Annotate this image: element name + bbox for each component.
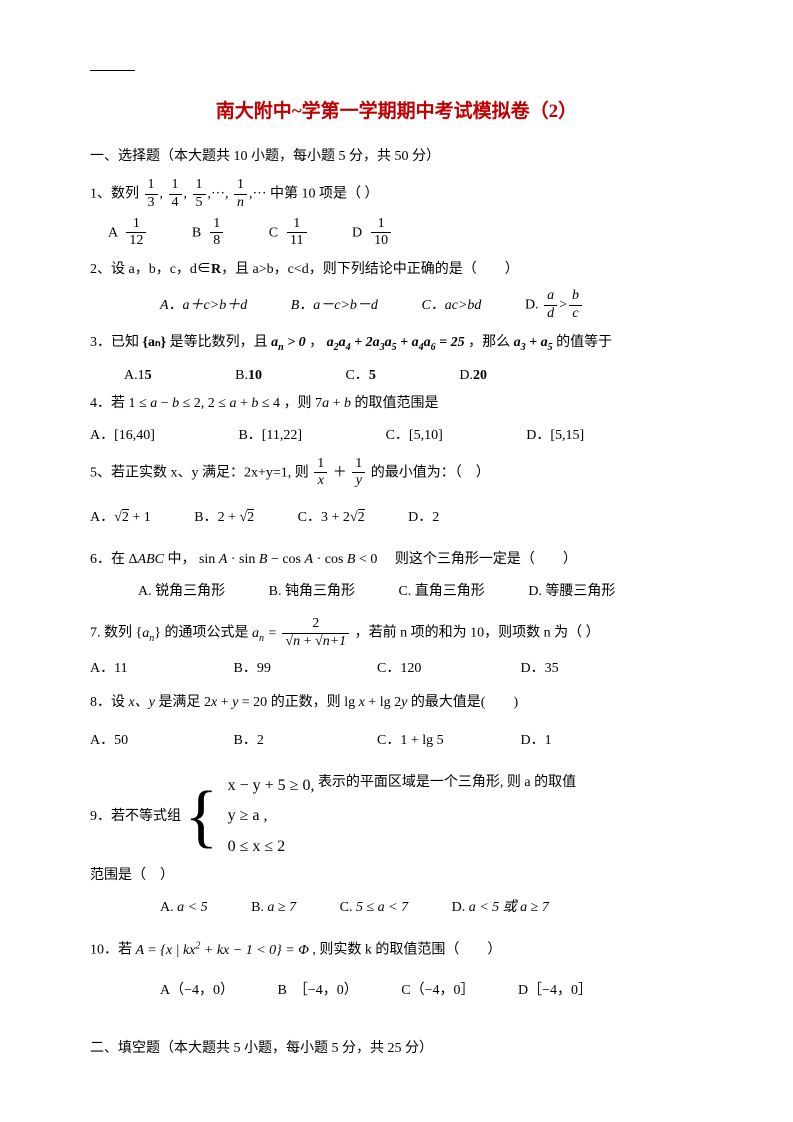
section1-header: 一、选择题（本大题共 10 小题，每小题 5 分，共 50 分） <box>90 143 703 171</box>
q1-optB: B 18 <box>192 216 225 251</box>
q3-optC: C．5 <box>345 362 375 390</box>
q3-options: A.15 B.10 C．5 D.20 <box>90 362 703 390</box>
q1-options: A 112 B 18 C 111 D 110 <box>90 216 703 251</box>
q2-optC: C．ac>bd <box>421 292 481 320</box>
question-4: 4．若 1 ≤ a − b ≤ 2, 2 ≤ a + b ≤ 4 ，则 7a +… <box>90 390 703 418</box>
q9-optA: A. a < 5 <box>160 894 208 922</box>
q6-optA: A. 锐角三角形 <box>138 578 225 606</box>
q4-optD: D．[5,15] <box>526 422 584 450</box>
q3-optA: A.15 <box>124 362 152 390</box>
q2-optD: D. ad>bc <box>525 288 584 323</box>
q6-optB: B. 钝角三角形 <box>269 578 355 606</box>
question-2: 2、设 a，b，c，d∈R，且 a>b，c<d，则下列结论中正确的是（ ） <box>90 256 703 284</box>
q9-end: 范围是（ ） <box>90 862 703 890</box>
brace-icon: { <box>185 787 219 847</box>
q1-seq-frac3: 15 <box>193 177 206 212</box>
question-7: 7. 数列 {an} 的通项公式是 an = 2 √n + √n+1 ，若前 n… <box>90 616 703 651</box>
q3-optD: D.20 <box>459 362 487 390</box>
section2-header: 二、填空题（本大题共 5 小题，每小题 5 分，共 25 分） <box>90 1035 703 1063</box>
q9-options: A. a < 5 B. a ≥ 7 C. 5 ≤ a < 7 D. a < 5 … <box>90 894 703 922</box>
q7-optB: B．99 <box>234 655 374 683</box>
q1-seq-fracn: 1n <box>234 177 247 212</box>
question-6: 6．在 ΔABC 中， sin A · sin B − cos A · cos … <box>90 546 703 574</box>
q7-options: A．11 B．99 C．120 D．35 <box>90 655 703 683</box>
q8-optA: A．50 <box>90 727 230 755</box>
q10-options: A（−4，0） B ［−4，0） C（−4，0］ D［−4，0］ <box>90 977 703 1005</box>
q9-optB: B. a ≥ 7 <box>251 894 296 922</box>
q10-optA: A（−4，0） <box>160 977 234 1005</box>
page-title: 南大附中~学第一学期期中考试模拟卷（2） <box>90 96 703 123</box>
q9-optD: D. a < 5 或 a ≥ 7 <box>452 894 549 922</box>
q7-optA: A．11 <box>90 655 230 683</box>
q5-options: A．√2 + 1 B．2 + √2 C．3 + 2√2 D．2 <box>90 504 703 532</box>
q5-optC: C．3 + 2√2 <box>298 504 365 532</box>
q2-text: 2、设 a，b，c，d∈ <box>90 262 211 277</box>
q4-optB: B．[11,22] <box>238 422 302 450</box>
q7-optD: D．35 <box>521 655 559 683</box>
q1-seq-frac1: 13 <box>145 177 158 212</box>
q6-optD: D. 等腰三角形 <box>528 578 615 606</box>
q9-system: x − y + 5 ≥ 0, y ≥ a , 0 ≤ x ≤ 2 <box>222 771 315 862</box>
exam-page: 南大附中~学第一学期期中考试模拟卷（2） 一、选择题（本大题共 10 小题，每小… <box>0 0 793 1113</box>
q1-optA: A 112 <box>108 216 148 251</box>
q1-mid: 中第 10 项是（ ） <box>270 187 379 202</box>
question-1: 1、数列 13, 14, 15,···, 1n,··· 中第 10 项是（ ） <box>90 177 703 212</box>
question-9: 9．若不等式组 { x − y + 5 ≥ 0, y ≥ a , 0 ≤ x ≤… <box>90 769 703 862</box>
q3-optB: B.10 <box>235 362 262 390</box>
q7-optC: C．120 <box>377 655 517 683</box>
q6-optC: C. 直角三角形 <box>398 578 484 606</box>
question-3: 3．已知 {aₙ} 是等比数列，且 an > 0 ， a2a4 + 2a3a5 … <box>90 329 703 358</box>
q10-optD: D［−4，0］ <box>518 977 592 1005</box>
q8-optB: B．2 <box>234 727 374 755</box>
q2-R: R <box>211 262 221 277</box>
q6-options: A. 锐角三角形 B. 钝角三角形 C. 直角三角形 D. 等腰三角形 <box>90 578 703 606</box>
q4-optC: C．[5,10] <box>386 422 443 450</box>
q2-optA: A．a＋c>b＋d <box>160 292 247 320</box>
q2-text2: ，且 a>b，c<d，则下列结论中正确的是（ ） <box>221 262 519 277</box>
q8-optD: D．1 <box>521 727 552 755</box>
q1-optC: C 111 <box>269 216 309 251</box>
q9-optC: C. 5 ≤ a < 7 <box>340 894 408 922</box>
q5-optB: B．2 + √2 <box>194 504 254 532</box>
question-5: 5、若正实数 x、y 满足：2x+y=1, 则 1x ＋ 1y 的最小值为：（ … <box>90 456 703 491</box>
q4-options: A．[16,40] B．[11,22] C．[5,10] D．[5,15] <box>90 422 703 450</box>
q1-prefix: 1、数列 <box>90 187 139 202</box>
q1-optD: D 110 <box>352 216 393 251</box>
q8-optC: C．1 + lg 5 <box>377 727 517 755</box>
q5-optA: A．√2 + 1 <box>90 504 151 532</box>
q4-optA: A．[16,40] <box>90 422 155 450</box>
q10-optB: B ［−4，0） <box>278 977 358 1005</box>
q2-optB: B．a－c>b－d <box>291 292 378 320</box>
q2-options: A．a＋c>b＋d B．a－c>b－d C．ac>bd D. ad>bc <box>90 288 703 323</box>
question-8: 8．设 x、y 是满足 2x + y = 20 的正数，则 lg x + lg … <box>90 689 703 717</box>
q5-optD: D．2 <box>408 504 439 532</box>
q10-optC: C（−4，0］ <box>401 977 474 1005</box>
q1-seq-frac2: 14 <box>169 177 182 212</box>
question-10: 10．若 A = {x | kx2 + kx − 1 < 0} = Φ , 则实… <box>90 936 703 965</box>
q8-options: A．50 B．2 C．1 + lg 5 D．1 <box>90 727 703 755</box>
top-line <box>90 70 135 71</box>
